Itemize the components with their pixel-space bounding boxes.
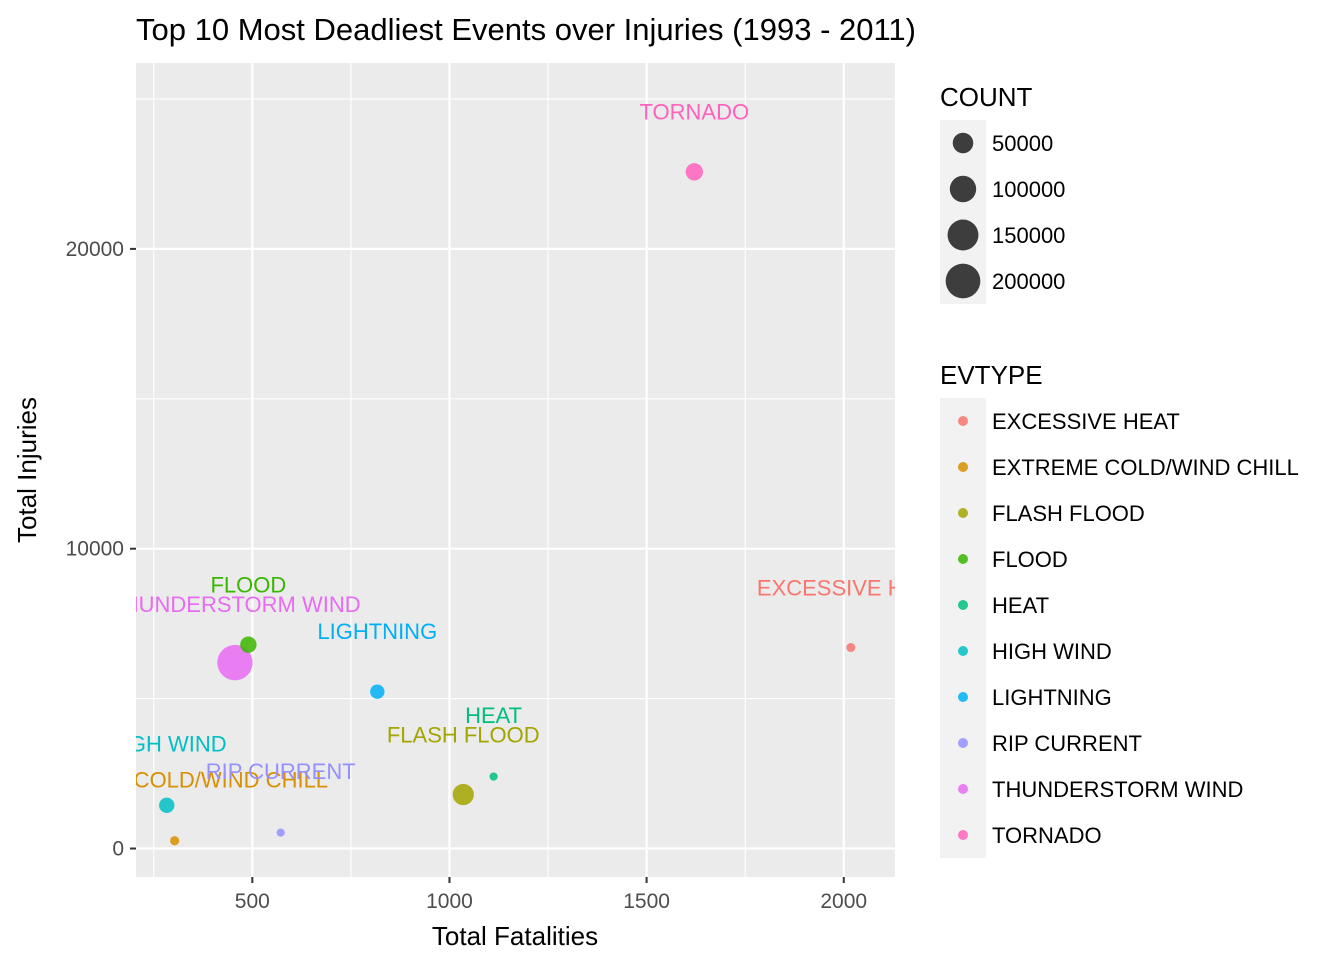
color-legend-label-flood: FLOOD bbox=[992, 547, 1068, 572]
color-legend-label-thunderstorm-wind: THUNDERSTORM WIND bbox=[992, 777, 1243, 802]
y-tick-label: 0 bbox=[112, 838, 124, 861]
color-legend-title: EVTYPE bbox=[940, 360, 1043, 390]
point-label-lightning: LIGHTNING bbox=[317, 619, 437, 644]
color-legend-label-lightning: LIGHTNING bbox=[992, 685, 1112, 710]
point-heat bbox=[489, 772, 498, 781]
x-tick-label: 1000 bbox=[426, 890, 473, 913]
point-labels: EXCESSIVE HEAT EXTREME COLD/WIND CHILL FLA… bbox=[21, 100, 945, 793]
point-extreme-cold-wind-chill bbox=[170, 836, 180, 846]
point-label-rip-current: RIP CURRENT bbox=[206, 759, 356, 784]
color-legend-swatch-tornado bbox=[958, 830, 968, 840]
size-legend-swatch bbox=[952, 132, 974, 154]
color-legend-label-flash-flood: FLASH FLOOD bbox=[992, 501, 1145, 526]
x-tick-label: 500 bbox=[235, 890, 270, 913]
color-legend-label-extreme-cold-wind-chill: EXTREME COLD/WIND CHILL bbox=[992, 455, 1299, 480]
color-legend-swatch-extreme-cold-wind-chill bbox=[958, 462, 968, 472]
minor-gridlines bbox=[136, 63, 895, 877]
color-legend-swatch-lightning bbox=[958, 692, 968, 702]
point-high-wind bbox=[159, 797, 175, 814]
point-label-high-wind: HIGH WIND bbox=[107, 732, 227, 757]
color-legend-label-heat: HEAT bbox=[992, 593, 1049, 618]
color-legend-swatch-high-wind bbox=[958, 646, 968, 656]
color-legend-label-excessive-heat: EXCESSIVE HEAT bbox=[992, 409, 1180, 434]
point-label-thunderstorm-wind: THUNDERSTORM WIND bbox=[109, 592, 360, 617]
size-legend-swatch bbox=[945, 263, 981, 299]
x-tick-label: 1500 bbox=[623, 890, 670, 913]
major-gridlines bbox=[136, 63, 895, 877]
point-label-flood: FLOOD bbox=[210, 573, 286, 598]
color-legend-swatch-rip-current bbox=[958, 738, 968, 748]
point-flood bbox=[240, 636, 257, 653]
size-legend: COUNT 50000 100000 150000 200000 bbox=[940, 82, 1065, 304]
size-legend-title: COUNT bbox=[940, 82, 1033, 112]
size-legend-label: 150000 bbox=[992, 223, 1065, 248]
point-label-heat: HEAT bbox=[465, 703, 522, 728]
color-legend: EVTYPE EXCESSIVE HEAT EXTREME COLD/WIND C… bbox=[940, 360, 1299, 858]
size-legend-swatch bbox=[949, 175, 977, 203]
point-excessive-heat bbox=[846, 643, 856, 653]
point-label-tornado: TORNADO bbox=[640, 100, 750, 125]
point-tornado bbox=[685, 163, 703, 181]
color-legend-swatch-flash-flood bbox=[958, 508, 968, 518]
color-legend-swatch-excessive-heat bbox=[958, 416, 968, 426]
color-legend-swatch-thunderstorm-wind bbox=[958, 784, 968, 794]
color-legend-swatch-flood bbox=[958, 554, 968, 564]
point-label-extreme-cold-wind-chill: EXTREME COLD/WIND CHILL bbox=[21, 768, 328, 793]
color-legend-label-high-wind: HIGH WIND bbox=[992, 639, 1112, 664]
chart-title: Top 10 Most Deadliest Events over Injuri… bbox=[136, 12, 916, 47]
point-rip-current bbox=[276, 828, 285, 837]
color-legend-swatch-heat bbox=[958, 600, 968, 610]
x-axis-label: Total Fatalities bbox=[432, 921, 598, 951]
y-tick-label: 20000 bbox=[66, 238, 124, 261]
data-points bbox=[159, 163, 856, 846]
size-legend-label: 100000 bbox=[992, 177, 1065, 202]
plot-panel bbox=[136, 63, 895, 877]
size-legend-label: 50000 bbox=[992, 131, 1053, 156]
color-legend-label-tornado: TORNADO bbox=[992, 823, 1102, 848]
color-legend-label-rip-current: RIP CURRENT bbox=[992, 731, 1142, 756]
y-axis-label: Total Injuries bbox=[12, 397, 42, 543]
point-label-excessive-heat: EXCESSIVE HEAT bbox=[757, 576, 945, 601]
y-tick-label: 10000 bbox=[66, 538, 124, 561]
y-axis: 0 10000 20000 bbox=[66, 238, 136, 861]
size-legend-swatch bbox=[947, 219, 979, 251]
x-tick-label: 2000 bbox=[820, 890, 867, 913]
point-lightning bbox=[370, 684, 385, 699]
x-axis: 500 1000 1500 2000 bbox=[235, 877, 867, 913]
size-legend-label: 200000 bbox=[992, 269, 1065, 294]
point-label-flash-flood: FLASH FLOOD bbox=[387, 723, 540, 748]
point-thunderstorm-wind bbox=[217, 644, 253, 681]
point-flash-flood bbox=[452, 783, 474, 806]
